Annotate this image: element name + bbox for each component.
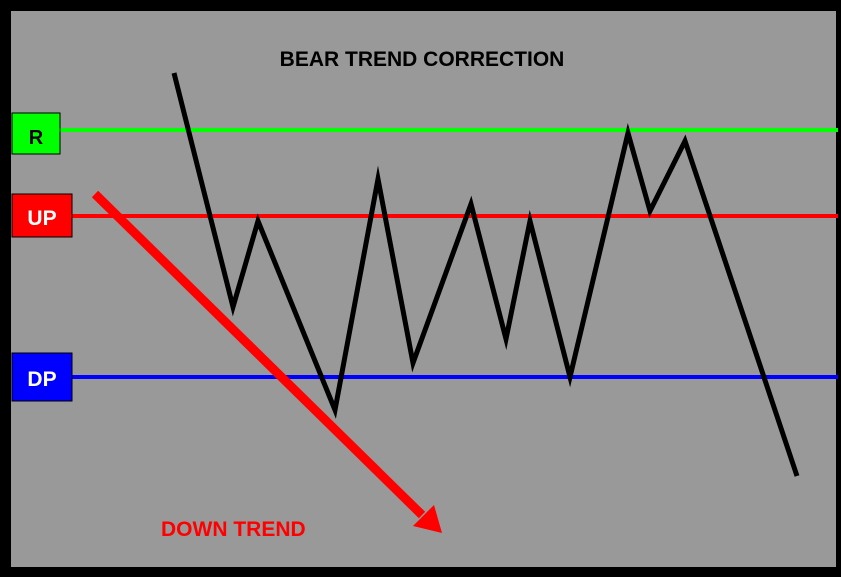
up-label: UP — [27, 207, 56, 230]
price-path-line — [171, 72, 800, 477]
resistance-label: R — [29, 127, 44, 149]
plot-background — [11, 11, 836, 567]
down-trend-arrow-shaft — [91, 190, 426, 519]
diagram-title: BEAR TREND CORRECTION — [280, 48, 565, 71]
dp-label: DP — [27, 368, 56, 391]
down-trend-label: DOWN TREND — [161, 518, 306, 541]
up-label-box: UP — [11, 193, 73, 238]
down-trend-arrow-head — [413, 505, 442, 533]
dp-label-box: DP — [11, 352, 73, 402]
resistance-label-box: R — [11, 112, 61, 155]
